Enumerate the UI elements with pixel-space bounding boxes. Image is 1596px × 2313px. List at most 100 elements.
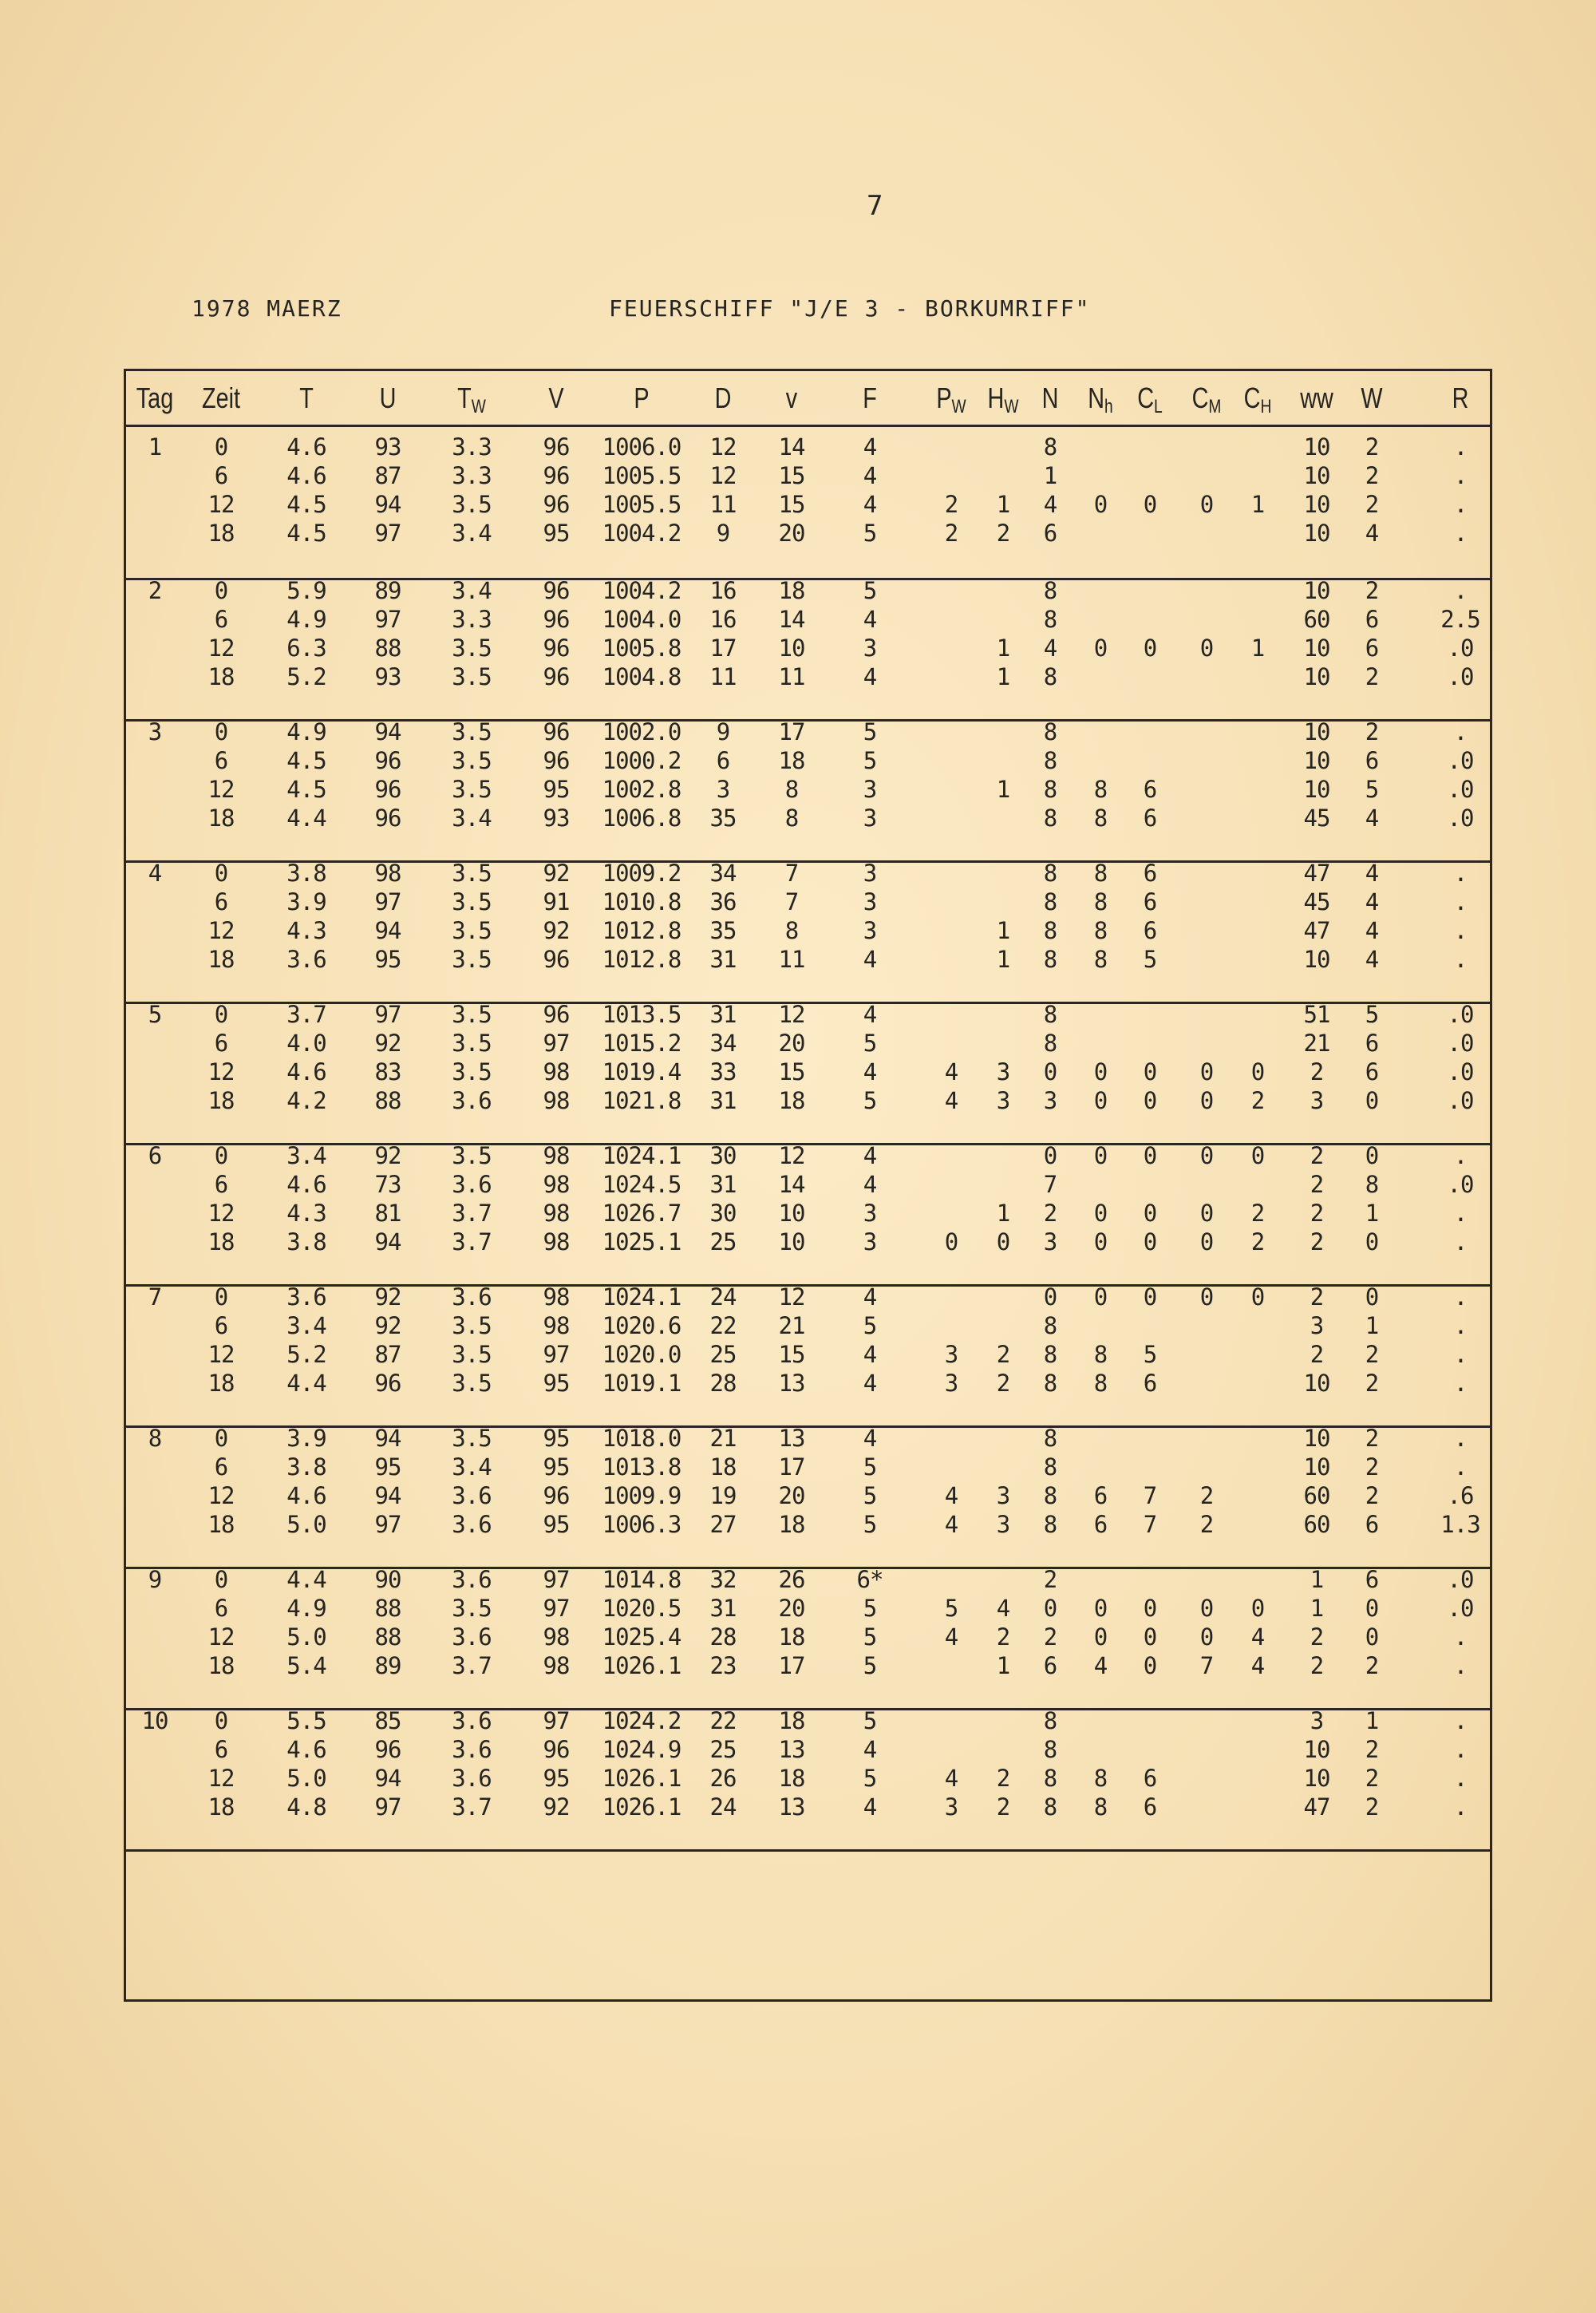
table-cell: 1024.1	[602, 1142, 682, 1169]
table-cell: 18	[207, 520, 235, 547]
table-cell: 18	[207, 805, 235, 832]
table-cell: 3.6	[452, 1482, 492, 1509]
table-cell: 4	[1365, 520, 1379, 547]
row-divider	[124, 860, 1492, 863]
table-cell: 47	[1303, 1793, 1331, 1821]
row-divider	[124, 425, 1492, 427]
table-cell: 2	[944, 491, 958, 518]
table-cell: 97	[374, 606, 402, 633]
table-cell: 4	[863, 1171, 877, 1198]
column-header: v	[786, 382, 797, 415]
table-cell: 6	[1365, 1058, 1379, 1085]
table-cell: 4.6	[286, 1482, 326, 1509]
column-header-main: V	[548, 382, 564, 414]
table-cell: 1013.5	[602, 1001, 682, 1028]
column-header-subscript: L	[1154, 396, 1163, 417]
table-cell: 3	[148, 718, 162, 745]
table-cell: 8	[1093, 1765, 1108, 1792]
table-cell: 96	[374, 776, 402, 803]
column-header-main: C	[1137, 382, 1155, 414]
table-cell: 0	[1199, 1142, 1214, 1169]
table-cell: 0	[1199, 1200, 1214, 1227]
table-cell: 6	[214, 1030, 228, 1057]
table-cell: 1004.2	[602, 577, 682, 604]
table-cell: 6	[1365, 747, 1379, 774]
column-header: T	[299, 382, 314, 415]
table-cell: 88	[374, 1623, 402, 1651]
column-header: ww	[1300, 382, 1333, 415]
table-cell: 96	[543, 491, 571, 518]
table-cell: 4.6	[286, 462, 326, 489]
table-cell: 4	[996, 1595, 1010, 1622]
table-cell: 1	[996, 491, 1010, 518]
table-cell: 8	[1043, 1370, 1057, 1397]
table-cell: 95	[374, 946, 402, 973]
table-cell: 31	[709, 1087, 737, 1114]
table-cell: 94	[374, 1228, 402, 1255]
table-cell: .	[1453, 1453, 1468, 1481]
table-cell: 10	[1303, 577, 1331, 604]
table-cell: 3.6	[286, 946, 326, 973]
table-cell: 96	[543, 577, 571, 604]
table-cell: 2	[1365, 1736, 1379, 1763]
table-cell: 4.9	[286, 718, 326, 745]
table-cell: 1018.0	[602, 1425, 682, 1452]
table-cell: 12	[709, 433, 737, 461]
table-cell: 92	[543, 1793, 571, 1821]
table-cell: .0	[1447, 1595, 1475, 1622]
table-cell: 1024.2	[602, 1707, 682, 1734]
table-cell: 5	[1143, 946, 1157, 973]
table-cell: 3.5	[452, 888, 492, 915]
table-cell: 1	[996, 635, 1010, 662]
table-cell: 12	[207, 635, 235, 662]
table-cell: 2	[1365, 1425, 1379, 1452]
table-cell: 3.8	[286, 860, 326, 887]
table-cell: 26	[709, 1765, 737, 1792]
table-cell: 3.5	[452, 1425, 492, 1452]
table-cell: 0	[1093, 1283, 1108, 1311]
table-cell: 89	[374, 577, 402, 604]
table-cell: .	[1453, 1312, 1468, 1339]
table-cell: 2	[1250, 1200, 1265, 1227]
table-cell: 1	[996, 946, 1010, 973]
table-cell: .0	[1447, 663, 1475, 690]
table-cell: 3.5	[452, 1595, 492, 1622]
table-cell: .	[1453, 1200, 1468, 1227]
table-cell: 1006.0	[602, 433, 682, 461]
table-cell: 95	[543, 1453, 571, 1481]
column-header-main: T	[299, 382, 314, 414]
table-cell: 10	[1303, 1453, 1331, 1481]
table-cell: 3.5	[452, 776, 492, 803]
table-cell: 1024.9	[602, 1736, 682, 1763]
table-cell: 2	[1310, 1200, 1324, 1227]
table-cell: 8	[1043, 1511, 1057, 1538]
column-header-main: W	[1361, 382, 1383, 414]
table-cell: 18	[207, 1652, 235, 1679]
table-cell: 9	[716, 718, 730, 745]
table-cell: 15	[778, 1341, 806, 1368]
table-cell: 88	[374, 635, 402, 662]
table-cell: .0	[1447, 805, 1475, 832]
table-cell: 4.6	[286, 433, 326, 461]
table-cell: 21	[1303, 1030, 1331, 1057]
table-cell: 4	[863, 1283, 877, 1311]
table-cell: 5.0	[286, 1765, 326, 1792]
table-cell: 1004.8	[602, 663, 682, 690]
table-cell: 1	[996, 917, 1010, 944]
table-cell: 2	[1250, 1087, 1265, 1114]
table-cell: 8	[1365, 1171, 1379, 1198]
table-cell: 3.5	[452, 1370, 492, 1397]
table-cell: 3.5	[452, 747, 492, 774]
table-cell: 6	[214, 1736, 228, 1763]
table-cell: 8	[1043, 860, 1057, 887]
column-header: Tag	[136, 382, 173, 415]
table-cell: 97	[543, 1707, 571, 1734]
table-cell: 2	[1365, 462, 1379, 489]
table-cell: 97	[374, 520, 402, 547]
table-cell: 10	[1303, 433, 1331, 461]
table-cell: 3	[996, 1511, 1010, 1538]
table-cell: 10	[1303, 520, 1331, 547]
table-cell: 97	[374, 1511, 402, 1538]
table-cell: 1	[996, 663, 1010, 690]
table-cell: 98	[543, 1142, 571, 1169]
